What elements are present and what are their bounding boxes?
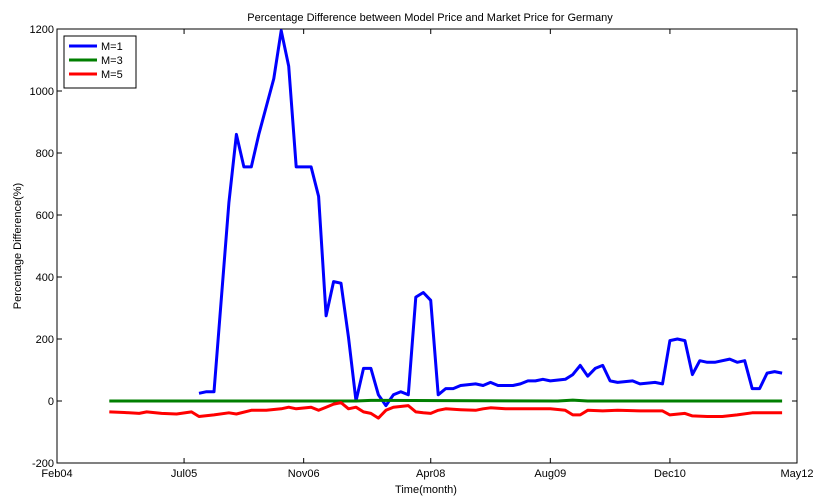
legend: M=1 M=3 M=5 <box>63 35 137 89</box>
y-axis: -200 0 200 400 600 800 1000 1200 <box>30 24 797 470</box>
x-axis-label: Time(month) <box>395 484 457 496</box>
y-tick-label: 400 <box>36 272 54 284</box>
x-axis: Feb04 Jul05 Nov06 Apr08 Aug09 Dec10 May12 <box>41 29 814 480</box>
y-tick-label: 200 <box>36 334 54 346</box>
x-tick-label: Feb04 <box>41 468 72 480</box>
plot-area: Feb04 Jul05 Nov06 Apr08 Aug09 Dec10 May12 -200… <box>30 24 814 480</box>
y-tick-label: 600 <box>36 210 54 222</box>
x-tick-label: Nov06 <box>288 468 320 480</box>
series-line-m-3 <box>109 398 783 403</box>
plot-frame <box>56 28 798 464</box>
legend-label: M=5 <box>101 69 123 81</box>
y-tick-label: 1000 <box>30 86 54 98</box>
y-axis-label: Percentage Difference(%) <box>12 183 24 309</box>
x-tick-label: Jul05 <box>171 468 197 480</box>
y-tick-label: 1200 <box>30 24 54 36</box>
x-tick-label: Aug09 <box>534 468 566 480</box>
series-line-m-5 <box>109 401 783 420</box>
y-tick-label: 800 <box>36 148 54 160</box>
y-tick-label: -200 <box>32 458 54 470</box>
x-tick-label: May12 <box>780 468 813 480</box>
legend-label: M=3 <box>101 55 123 67</box>
x-tick-label: Dec10 <box>654 468 686 480</box>
x-tick-label: Apr08 <box>416 468 445 480</box>
legend-box <box>63 35 137 89</box>
series-layer <box>109 29 783 420</box>
series-line-m-1 <box>198 29 783 408</box>
chart-title: Percentage Difference between Model Pric… <box>247 12 613 24</box>
y-tick-label: 0 <box>48 396 54 408</box>
legend-label: M=1 <box>101 41 123 53</box>
